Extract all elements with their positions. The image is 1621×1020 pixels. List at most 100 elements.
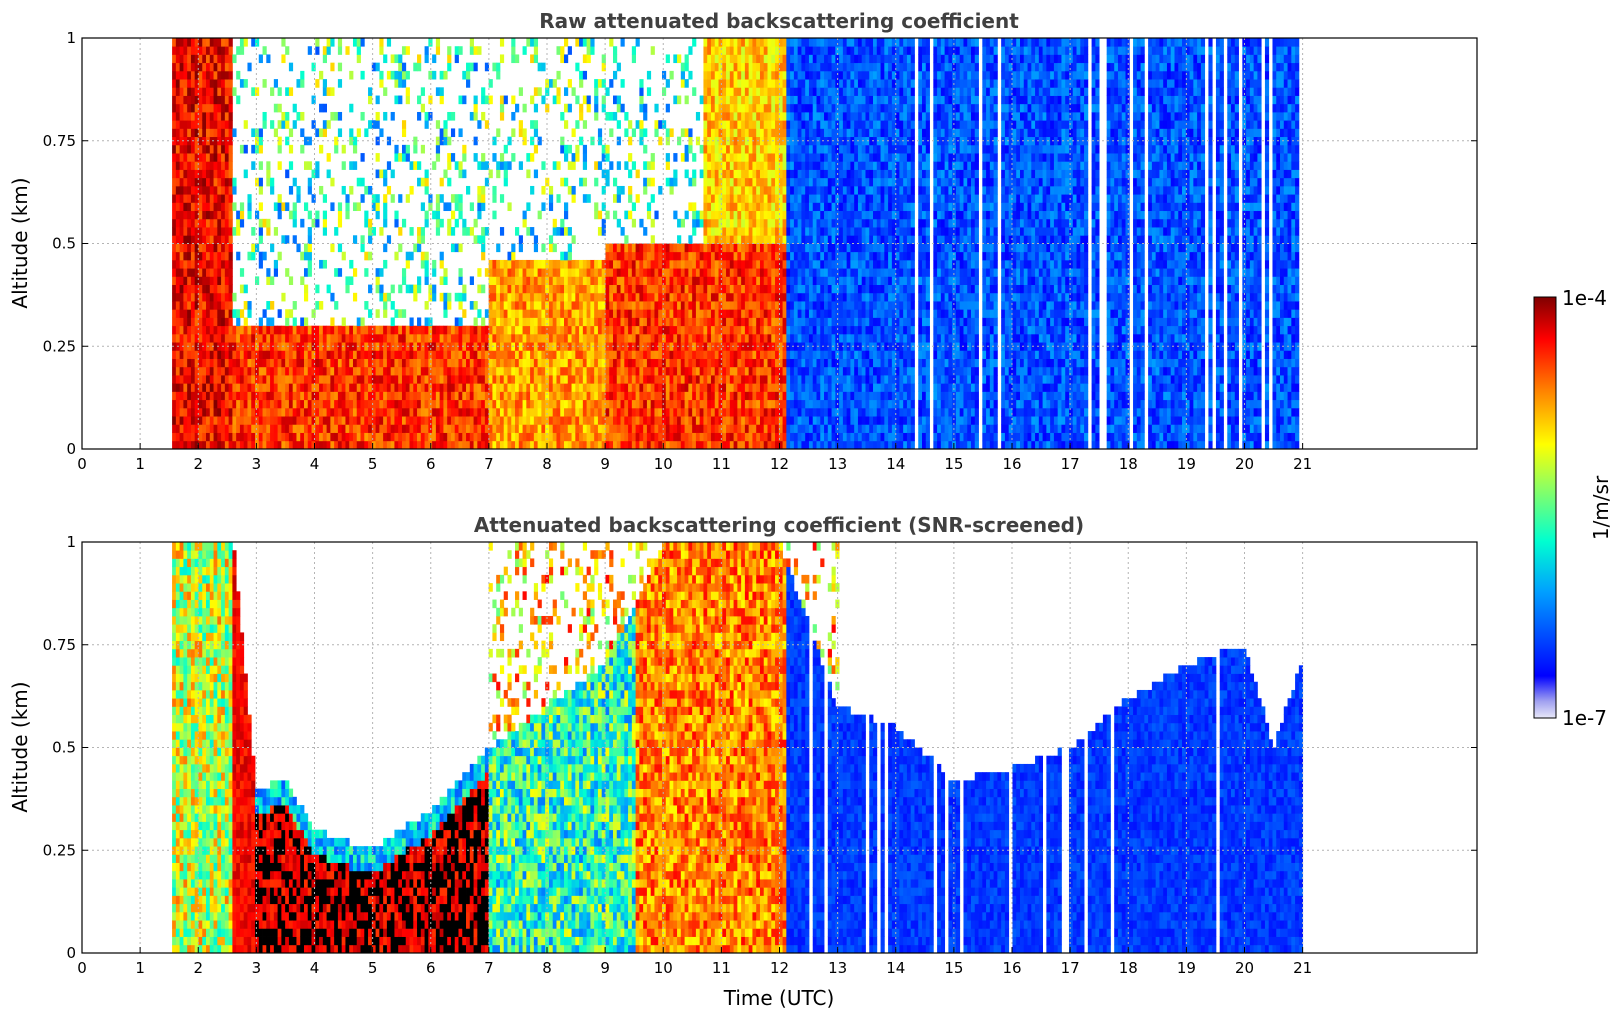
heatmap-cell xyxy=(624,375,629,384)
heatmap-cell xyxy=(443,342,448,351)
heatmap-cell xyxy=(221,169,226,179)
heatmap-cell xyxy=(601,424,606,433)
heatmap-cell xyxy=(277,87,282,96)
heatmap-cell xyxy=(334,391,339,401)
heatmap-cell xyxy=(643,342,648,351)
heatmap-cell xyxy=(661,301,667,310)
heatmap-cell xyxy=(620,309,625,318)
heatmap-cell xyxy=(217,243,222,253)
heatmap-cell xyxy=(533,46,539,55)
heatmap-cell xyxy=(443,333,448,343)
heatmap-cell xyxy=(748,399,753,409)
heatmap-cell xyxy=(492,309,497,318)
heatmap-cell xyxy=(492,210,497,220)
heatmap-cell xyxy=(496,259,501,269)
heatmap-cell xyxy=(590,268,595,277)
heatmap-cell xyxy=(507,416,512,425)
heatmap-cell xyxy=(499,333,505,343)
heatmap-cell xyxy=(613,399,618,409)
heatmap-cell xyxy=(511,46,516,55)
heatmap-cell xyxy=(661,366,667,376)
heatmap-cell xyxy=(217,424,222,433)
heatmap-cell xyxy=(326,358,331,368)
heatmap-cell xyxy=(669,259,674,269)
heatmap-cell xyxy=(368,95,373,105)
heatmap-cell xyxy=(190,259,196,269)
heatmap-cell xyxy=(266,358,271,368)
heatmap-cell xyxy=(202,276,207,285)
heatmap-cell xyxy=(631,407,637,417)
heatmap-cell xyxy=(522,350,527,359)
heatmap-cell xyxy=(194,333,199,343)
heatmap-cell xyxy=(537,301,542,310)
heatmap-cell xyxy=(326,407,331,417)
heatmap-cell xyxy=(718,161,723,170)
heatmap-cell xyxy=(537,358,542,368)
heatmap-cell xyxy=(311,194,316,203)
heatmap-cell xyxy=(179,251,184,261)
heatmap-cell xyxy=(435,333,441,343)
heatmap-cell xyxy=(590,46,595,55)
heatmap-cell xyxy=(288,309,294,318)
heatmap-cell xyxy=(484,440,490,449)
heatmap-cell xyxy=(228,424,233,433)
heatmap-cell xyxy=(733,111,738,121)
heatmap-cell xyxy=(206,424,211,433)
heatmap-cell xyxy=(552,276,557,285)
heatmap-cell xyxy=(296,440,301,449)
heatmap-cell xyxy=(383,210,388,220)
heatmap-cell xyxy=(759,383,765,392)
heatmap-cell xyxy=(680,292,685,302)
heatmap-cell xyxy=(703,103,708,113)
heatmap-cell xyxy=(251,333,256,343)
heatmap-cell xyxy=(413,292,418,302)
heatmap-cell xyxy=(575,407,580,417)
heatmap-cell xyxy=(371,120,376,129)
heatmap-cell xyxy=(349,440,354,449)
heatmap-cell xyxy=(759,276,765,285)
heatmap-cell xyxy=(635,440,640,449)
heatmap-cell xyxy=(575,440,580,449)
heatmap-cell xyxy=(703,440,708,449)
heatmap-cell xyxy=(315,416,320,425)
heatmap-cell xyxy=(307,268,312,277)
heatmap-cell xyxy=(466,375,471,384)
heatmap-cell xyxy=(756,301,761,310)
heatmap-cell xyxy=(409,161,414,170)
heatmap-cell xyxy=(496,432,501,442)
heatmap-cell xyxy=(556,358,561,368)
heatmap-cell xyxy=(537,432,542,442)
heatmap-cell xyxy=(752,309,757,318)
heatmap-cell xyxy=(661,407,667,417)
heatmap-cell xyxy=(221,366,226,376)
heatmap-cell xyxy=(183,358,188,368)
heatmap-cell xyxy=(239,202,245,212)
heatmap-cell xyxy=(262,424,267,433)
heatmap-cell xyxy=(624,292,629,302)
heatmap-cell xyxy=(277,424,282,433)
heatmap-cell xyxy=(202,399,207,409)
heatmap-cell xyxy=(759,210,765,220)
heatmap-cell xyxy=(639,358,644,368)
heatmap-cell xyxy=(175,161,181,170)
heatmap-cell xyxy=(364,440,369,449)
heatmap-cell xyxy=(752,432,757,442)
heatmap-cell xyxy=(707,144,712,154)
heatmap-cell xyxy=(564,268,569,277)
heatmap-cell xyxy=(462,391,467,401)
heatmap-cell xyxy=(307,424,312,433)
heatmap-cell xyxy=(669,177,674,187)
heatmap-cell xyxy=(454,440,459,449)
heatmap-cell xyxy=(737,440,742,449)
heatmap-cell xyxy=(288,325,294,335)
heatmap-cell xyxy=(601,276,606,285)
heatmap-cell xyxy=(673,301,678,310)
heatmap-cell xyxy=(236,399,241,409)
heatmap-cell xyxy=(752,424,757,433)
heatmap-cell xyxy=(319,185,324,195)
heatmap-cell xyxy=(710,235,716,244)
heatmap-cell xyxy=(439,424,444,433)
heatmap-cell xyxy=(756,407,761,417)
heatmap-cell xyxy=(322,128,327,138)
heatmap-cell xyxy=(266,407,271,417)
